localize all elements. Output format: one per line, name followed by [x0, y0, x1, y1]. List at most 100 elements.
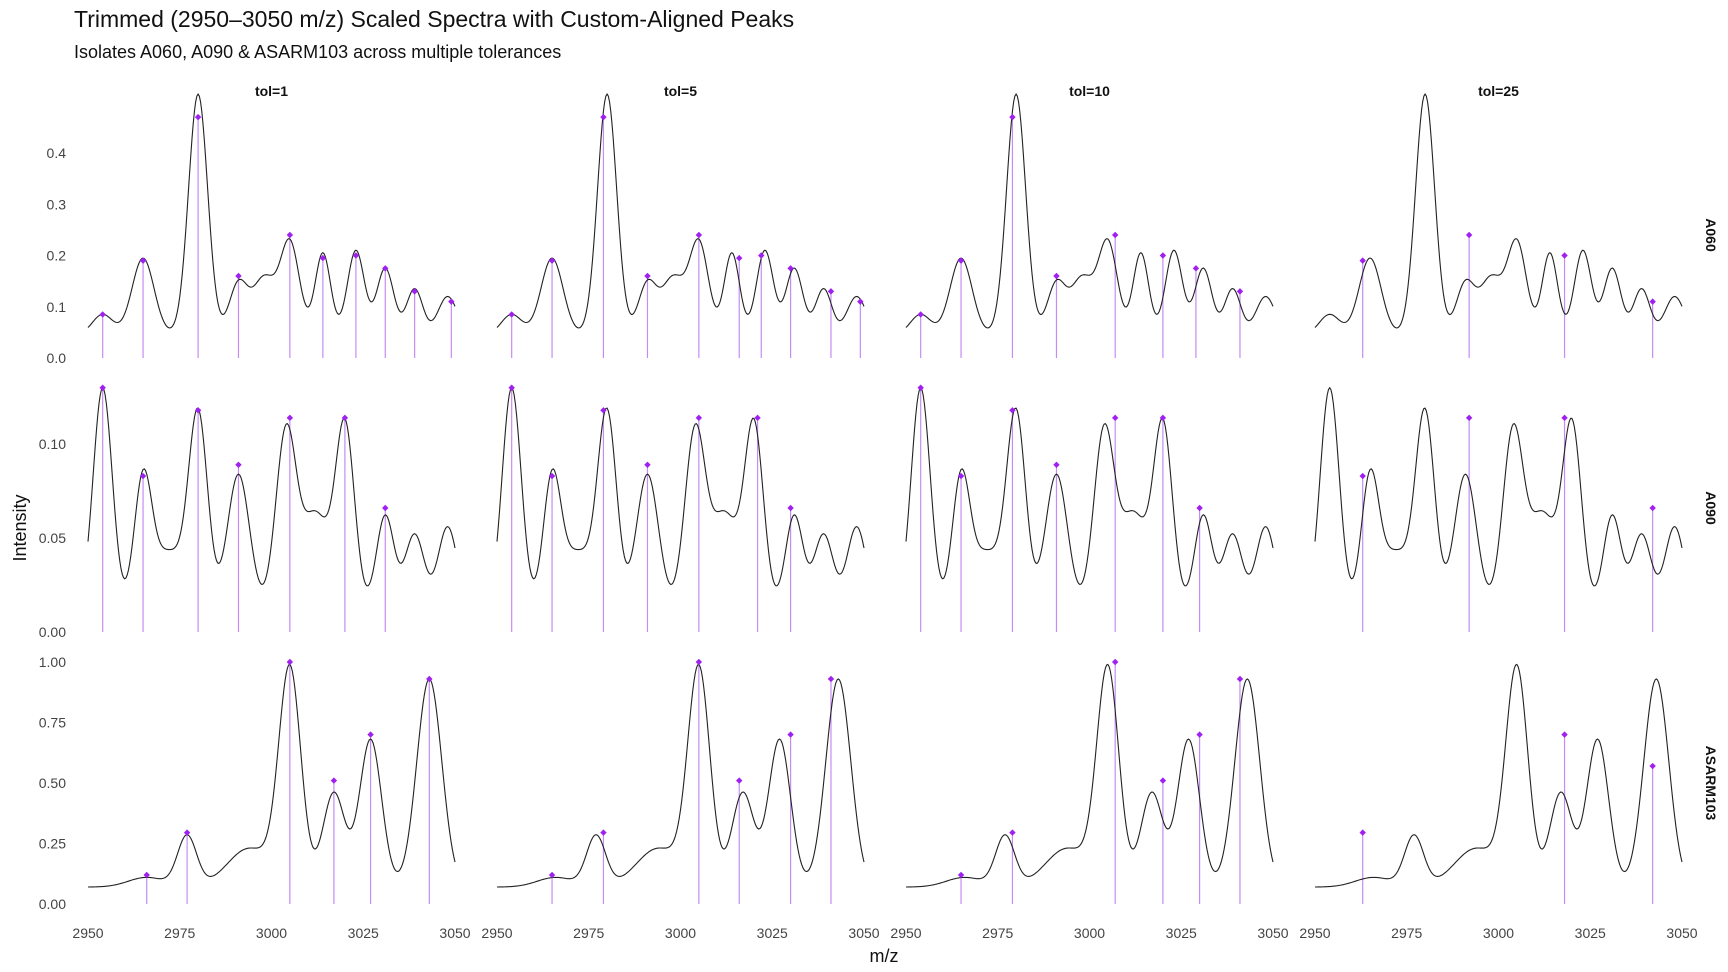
peak-marker	[183, 829, 191, 836]
peak-marker	[857, 298, 864, 305]
peak-marker	[1111, 231, 1119, 239]
peak-marker	[426, 675, 433, 683]
peak-marker	[644, 272, 651, 280]
y-axis-title: Intensity	[10, 494, 30, 561]
peak-marker	[1465, 231, 1473, 239]
peak-marker	[1192, 265, 1200, 272]
peak-marker	[1561, 731, 1568, 738]
peak-marker	[139, 472, 147, 480]
spectrum-line	[87, 93, 456, 329]
y-tick-label: 1.00	[39, 654, 66, 670]
peak-marker	[548, 257, 556, 264]
y-tick-label: 0.4	[47, 145, 67, 161]
spectrum-line	[496, 663, 865, 888]
facet-column-label: tol=5	[664, 83, 697, 99]
x-tick-label: 3025	[757, 925, 788, 941]
peak-marker	[1359, 829, 1366, 836]
spectrum-line	[496, 93, 865, 329]
y-tick-label: 0.1	[47, 299, 67, 315]
peak-marker	[1009, 113, 1016, 121]
x-tick-label: 2950	[1299, 925, 1330, 941]
peak-marker	[139, 257, 147, 264]
peak-marker	[1159, 777, 1167, 784]
peak-marker	[1053, 461, 1060, 468]
facet-column-label: tol=1	[255, 83, 288, 99]
y-tick-label: 0.00	[39, 624, 66, 640]
spectrum-line	[87, 663, 456, 888]
peak-marker	[548, 472, 556, 480]
peak-marker	[382, 504, 389, 512]
peak-marker	[99, 311, 106, 318]
spectrum-line	[1314, 93, 1683, 329]
peak-marker	[286, 658, 294, 666]
peak-marker	[235, 461, 242, 468]
y-tick-label: 0.10	[39, 436, 66, 452]
peak-marker	[1561, 414, 1568, 422]
x-tick-label: 2975	[164, 925, 195, 941]
x-tick-label: 3025	[1575, 925, 1606, 941]
peak-marker	[1053, 272, 1060, 280]
x-tick-label: 3000	[665, 925, 696, 941]
x-tick-label: 2950	[481, 925, 512, 941]
y-tick-label: 0.25	[39, 836, 66, 852]
spectrum-line	[905, 663, 1274, 888]
facet-row-label: A060	[1703, 218, 1719, 252]
peak-marker	[736, 777, 743, 784]
x-tick-label: 2950	[72, 925, 103, 941]
peak-marker	[957, 871, 965, 879]
peak-marker	[600, 829, 607, 836]
x-tick-label: 3025	[348, 925, 379, 941]
x-tick-label: 3050	[848, 925, 879, 941]
peak-marker	[341, 414, 349, 422]
facet-column-label: tol=10	[1069, 83, 1110, 99]
peak-marker	[352, 252, 360, 259]
x-tick-label: 2975	[573, 925, 604, 941]
x-tick-label: 2975	[982, 925, 1013, 941]
peak-marker	[194, 407, 202, 414]
chart-subtitle: Isolates A060, A090 & ASARM103 across mu…	[74, 42, 561, 62]
peak-marker	[695, 414, 703, 422]
peak-marker	[957, 257, 965, 264]
peak-marker	[957, 472, 965, 480]
peak-marker	[382, 265, 389, 272]
peak-marker	[99, 384, 106, 391]
peak-marker	[1196, 731, 1203, 738]
peak-marker	[1111, 414, 1119, 422]
peak-marker	[754, 414, 761, 422]
peak-marker	[787, 265, 794, 272]
x-tick-label: 3000	[1074, 925, 1105, 941]
x-tick-label: 3050	[439, 925, 470, 941]
y-tick-label: 0.50	[39, 775, 66, 791]
peak-marker	[1159, 252, 1167, 259]
peak-marker	[1111, 658, 1119, 666]
peak-marker	[787, 731, 794, 738]
x-tick-label: 3050	[1666, 925, 1697, 941]
peak-marker	[600, 407, 607, 414]
peak-marker	[917, 384, 924, 391]
peak-marker	[508, 384, 515, 391]
y-tick-label: 0.0	[47, 350, 67, 366]
peak-marker	[1465, 414, 1473, 422]
x-tick-label: 2975	[1391, 925, 1422, 941]
spectrum-line	[1314, 663, 1683, 888]
peak-marker	[1359, 472, 1366, 480]
peak-marker	[1009, 407, 1016, 414]
peak-marker	[644, 461, 651, 468]
peak-marker	[1649, 298, 1656, 305]
peak-marker	[194, 113, 202, 121]
peak-marker	[917, 311, 924, 318]
chart-title: Trimmed (2950–3050 m/z) Scaled Spectra w…	[74, 6, 794, 32]
peak-marker	[695, 231, 703, 239]
peak-marker	[1236, 288, 1244, 295]
x-tick-label: 3050	[1257, 925, 1288, 941]
peak-marker	[1561, 252, 1568, 259]
peak-marker	[448, 298, 455, 305]
x-tick-label: 2950	[890, 925, 921, 941]
spectrum-line	[905, 386, 1274, 587]
facet-row-label: A090	[1703, 491, 1719, 525]
spectrum-line	[1314, 386, 1683, 587]
peak-marker	[411, 288, 418, 295]
facet-row-label: ASARM103	[1703, 746, 1719, 821]
peak-marker	[787, 504, 794, 512]
